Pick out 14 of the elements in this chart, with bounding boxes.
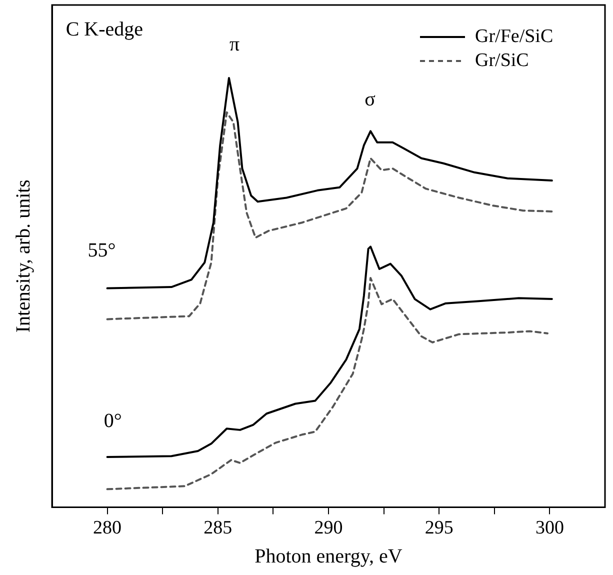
x-axis-title: Photon energy, eV xyxy=(254,545,403,568)
legend-label: Gr/SiC xyxy=(475,50,529,71)
x-tick-label: 285 xyxy=(204,518,232,539)
annotation: σ xyxy=(364,88,376,111)
x-tick-label: 280 xyxy=(93,518,122,539)
y-axis-title: Intensity, arb. units xyxy=(12,179,34,333)
x-tick-label: 290 xyxy=(314,518,343,539)
annotation: 0° xyxy=(104,410,122,432)
text: C K-edge xyxy=(66,18,144,40)
x-tick-label: 295 xyxy=(424,518,454,539)
legend-label: Gr/Fe/SiC xyxy=(475,26,554,47)
annotation: 55° xyxy=(88,239,116,262)
x-tick-label: 300 xyxy=(535,518,564,539)
text: π xyxy=(229,33,240,56)
